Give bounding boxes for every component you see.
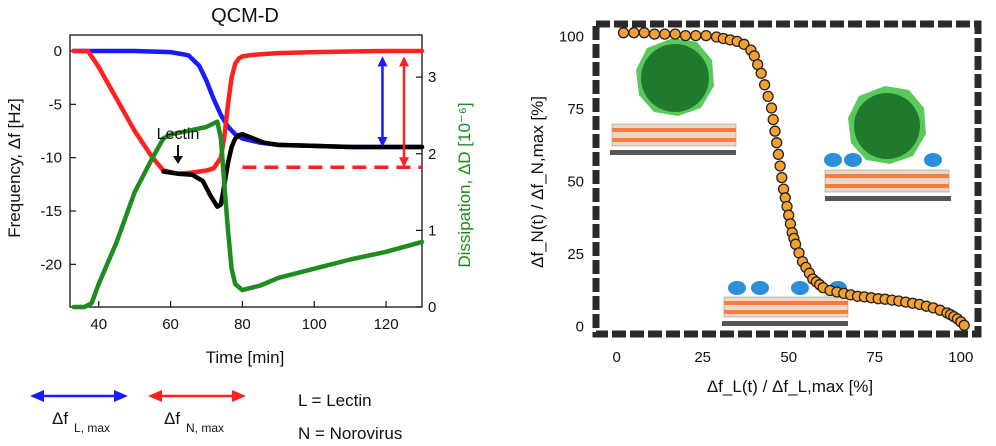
scatter-point — [700, 29, 712, 42]
lectin-annotation: Lectin — [157, 126, 200, 143]
left-y-tick-label: -10 — [40, 150, 62, 167]
left-y2-tick-label: 2 — [428, 146, 436, 163]
left-y-tick-label: -5 — [49, 96, 62, 113]
scatter-point — [776, 171, 788, 184]
legend-blue-label: Δf — [52, 409, 68, 428]
scatter-point — [617, 27, 630, 39]
scatter-point — [762, 90, 774, 103]
membrane-virus-illustration — [610, 38, 737, 155]
left-y2-tick-label: 1 — [428, 222, 436, 239]
right-y-tick-label: 100 — [559, 29, 584, 46]
left-y-ticks: 0 -5 -10 -15 -20 — [40, 43, 76, 273]
legend-red-label: Δf — [164, 409, 180, 428]
right-x-label: Δf_L(t) / Δf_L,max [%] — [707, 377, 873, 396]
scatter-point — [638, 27, 650, 39]
definition-norovirus: N = Norovirus — [298, 424, 402, 443]
scatter-point — [690, 29, 702, 42]
lectin-arrow-head — [173, 156, 183, 164]
right-x-tick-label: 50 — [780, 349, 797, 366]
scatter-point — [771, 137, 783, 149]
series-line-blue — [71, 48, 425, 150]
series-line-red — [71, 48, 425, 176]
left-x-tick-label: 40 — [90, 316, 107, 333]
scatter-point — [628, 27, 640, 39]
scatter-point — [669, 28, 681, 40]
right-x-ticks: 0 25 50 75 100 — [612, 349, 973, 366]
left-y2-ticks: 0 1 2 3 — [416, 69, 436, 316]
scatter-point — [765, 102, 778, 114]
span-arrow-head-bottom — [377, 137, 388, 147]
left-x-tick-label: 120 — [374, 316, 399, 333]
left-y2-tick-label: 0 — [428, 299, 436, 316]
span-arrow-head-top — [399, 56, 410, 67]
membrane-lectin-virus-illustration — [824, 86, 951, 201]
left-x-ticks: 40 60 80 100 120 — [90, 301, 399, 333]
scatter-point — [772, 148, 785, 161]
scatter-point — [679, 29, 692, 42]
right-y-label: Δf_N(t) / Δf_N,max [%] — [528, 96, 547, 268]
right-scatter-points — [617, 27, 970, 331]
left-plot-frame — [69, 34, 423, 308]
scatter-point — [767, 113, 779, 126]
series-line-green — [71, 119, 425, 310]
legend-red-sub: N, max — [186, 421, 224, 435]
chart-title: QCM-D — [211, 5, 279, 27]
left-y2-tick-label: 3 — [428, 69, 436, 86]
span-arrow-head-top — [377, 56, 388, 67]
definition-lectin: L = Lectin — [298, 391, 372, 410]
scatter-point — [659, 28, 671, 40]
right-y-ticks: 0 25 50 75 100 — [559, 29, 584, 336]
scatter-point — [774, 160, 786, 172]
left-x-tick-label: 60 — [162, 316, 179, 333]
scatter-point — [769, 125, 781, 137]
span-arrow-head-bottom — [399, 157, 410, 168]
right-x-tick-label: 100 — [948, 349, 973, 366]
right-x-tick-label: 75 — [866, 349, 883, 366]
right-y-tick-label: 75 — [567, 101, 584, 118]
legend-red: Δf N, max — [148, 390, 246, 435]
right-y-tick-label: 0 — [576, 318, 584, 335]
left-series-group — [71, 48, 425, 310]
left-y-tick-label: -15 — [40, 203, 62, 220]
legend-blue-sub: L, max — [74, 421, 110, 435]
right-x-tick-label: 25 — [694, 349, 711, 366]
left-x-tick-label: 100 — [302, 316, 327, 333]
left-x-label: Time [min] — [206, 348, 285, 367]
left-y2-label: Dissipation, ΔD [10⁻⁶] — [455, 102, 474, 267]
right-y-tick-label: 50 — [567, 173, 584, 190]
scatter-point — [758, 79, 771, 91]
right-x-tick-label: 0 — [612, 349, 620, 366]
scatter-point — [755, 67, 767, 79]
scatter-point — [958, 319, 970, 331]
series-line-black — [161, 131, 425, 209]
legend-blue: Δf L, max — [30, 390, 128, 435]
left-y-label: Frequency, Δf [Hz] — [5, 98, 24, 238]
left-y-tick-label: -20 — [40, 256, 62, 273]
left-y-tick-label: 0 — [54, 43, 62, 60]
left-x-tick-label: 80 — [234, 316, 251, 333]
right-y-tick-label: 25 — [567, 246, 584, 263]
scatter-point — [648, 28, 661, 40]
